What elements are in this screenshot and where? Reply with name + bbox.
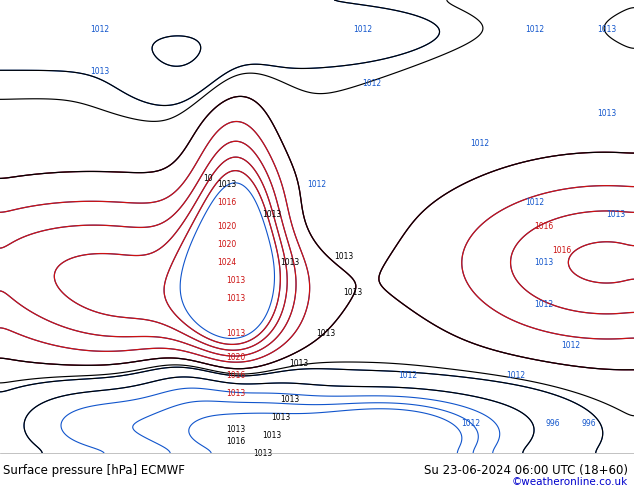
Text: 1013: 1013	[606, 210, 626, 219]
Text: 1013: 1013	[226, 276, 245, 285]
Text: 1012: 1012	[561, 342, 580, 350]
Text: 10: 10	[204, 174, 213, 183]
Text: 1012: 1012	[90, 25, 109, 34]
Text: 1016: 1016	[217, 198, 236, 207]
Text: 1012: 1012	[398, 371, 417, 380]
Text: 1013: 1013	[289, 359, 309, 368]
Text: 1013: 1013	[217, 180, 236, 189]
Text: 1013: 1013	[226, 294, 245, 303]
Text: 1013: 1013	[344, 288, 363, 297]
Text: 1013: 1013	[262, 210, 281, 219]
Text: 1013: 1013	[597, 109, 616, 118]
Text: 996: 996	[545, 419, 560, 428]
Text: 1016: 1016	[534, 222, 553, 231]
Text: 1012: 1012	[525, 198, 544, 207]
Text: 1013: 1013	[226, 389, 245, 398]
Text: 1012: 1012	[525, 25, 544, 34]
Text: 1020: 1020	[217, 240, 236, 249]
Text: 1016: 1016	[552, 246, 571, 255]
Text: 1013: 1013	[90, 67, 109, 76]
Text: 1012: 1012	[470, 139, 489, 147]
Text: 1013: 1013	[262, 431, 281, 440]
Text: 1013: 1013	[335, 252, 354, 261]
Text: 1012: 1012	[534, 300, 553, 309]
Text: 1013: 1013	[280, 395, 299, 404]
Text: 1013: 1013	[316, 329, 335, 339]
Text: ©weatheronline.co.uk: ©weatheronline.co.uk	[512, 477, 628, 487]
Text: 1020: 1020	[217, 222, 236, 231]
Text: 1013: 1013	[226, 425, 245, 434]
Text: 1013: 1013	[280, 258, 299, 267]
Text: 1013: 1013	[271, 413, 290, 422]
Text: 1016: 1016	[226, 437, 245, 446]
Text: 1012: 1012	[307, 180, 327, 189]
Text: 996: 996	[581, 419, 596, 428]
Text: 1020: 1020	[226, 353, 245, 362]
Text: 1012: 1012	[353, 25, 372, 34]
Text: 1013: 1013	[226, 329, 245, 339]
Text: 1013: 1013	[534, 258, 553, 267]
Text: 1016: 1016	[226, 371, 245, 380]
Text: 1024: 1024	[217, 258, 236, 267]
Text: 1012: 1012	[507, 371, 526, 380]
Text: Surface pressure [hPa] ECMWF: Surface pressure [hPa] ECMWF	[3, 464, 185, 477]
Text: 1012: 1012	[462, 419, 481, 428]
Text: 1013: 1013	[597, 25, 616, 34]
Text: Su 23-06-2024 06:00 UTC (18+60): Su 23-06-2024 06:00 UTC (18+60)	[424, 464, 628, 477]
Text: 1013: 1013	[253, 449, 272, 458]
Text: 1012: 1012	[362, 79, 381, 88]
